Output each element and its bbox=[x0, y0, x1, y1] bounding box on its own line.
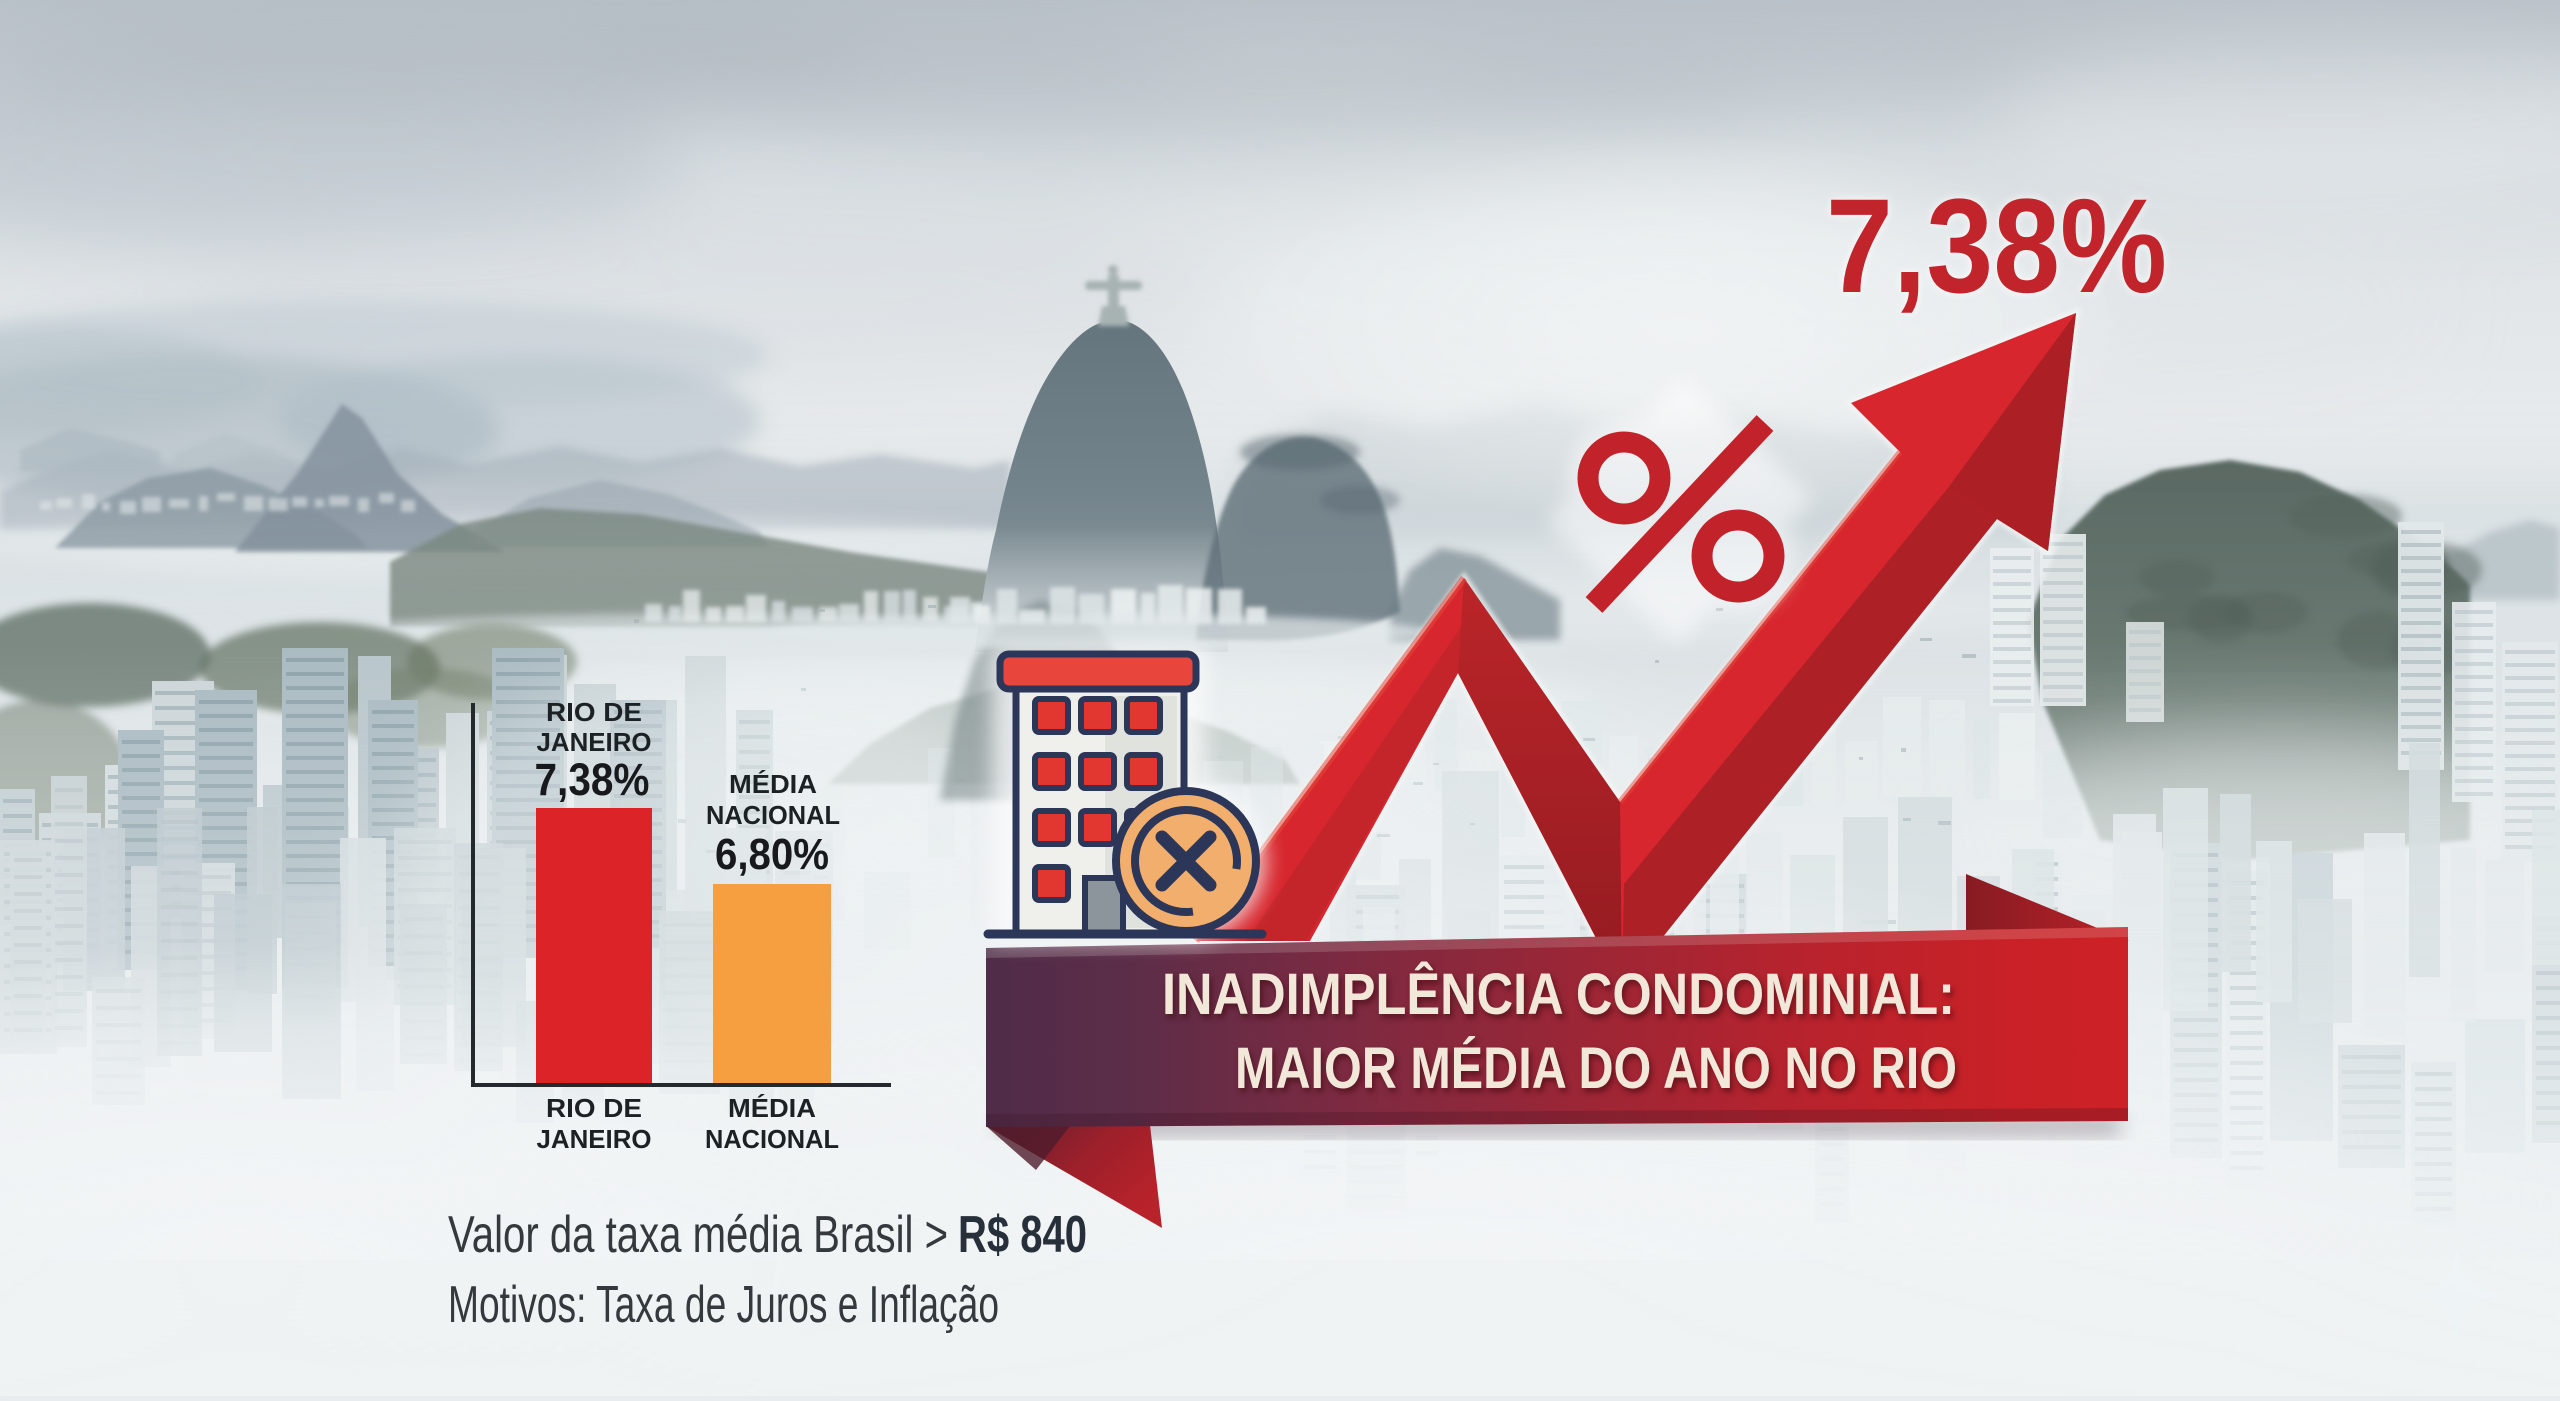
svg-text:NACIONAL: NACIONAL bbox=[706, 800, 840, 830]
svg-text:Valor da taxa média Brasil >: Valor da taxa média Brasil > bbox=[448, 1206, 948, 1264]
svg-text:MAIOR MÉDIA DO ANO NO RIO: MAIOR MÉDIA DO ANO NO RIO bbox=[1235, 1036, 1957, 1101]
svg-text:INADIMPLÊNCIA CONDOMINIAL:: INADIMPLÊNCIA CONDOMINIAL: bbox=[1162, 962, 1955, 1027]
svg-text:MÉDIA: MÉDIA bbox=[728, 1093, 816, 1123]
svg-text:Motivos: Taxa de Juros e Infla: Motivos: Taxa de Juros e Inflação bbox=[448, 1276, 999, 1334]
svg-text:MÉDIA: MÉDIA bbox=[729, 769, 817, 799]
svg-text:R$ 840: R$ 840 bbox=[958, 1206, 1087, 1264]
svg-text:RIO DE: RIO DE bbox=[546, 697, 642, 727]
svg-text:6,80%: 6,80% bbox=[715, 830, 829, 879]
svg-text:JANEIRO: JANEIRO bbox=[537, 1124, 652, 1154]
svg-text:JANEIRO: JANEIRO bbox=[537, 727, 652, 757]
svg-text:7,38%: 7,38% bbox=[535, 754, 650, 805]
svg-text:7,38%: 7,38% bbox=[1826, 172, 2167, 321]
svg-text:RIO DE: RIO DE bbox=[546, 1093, 642, 1123]
svg-text:NACIONAL: NACIONAL bbox=[705, 1124, 839, 1154]
